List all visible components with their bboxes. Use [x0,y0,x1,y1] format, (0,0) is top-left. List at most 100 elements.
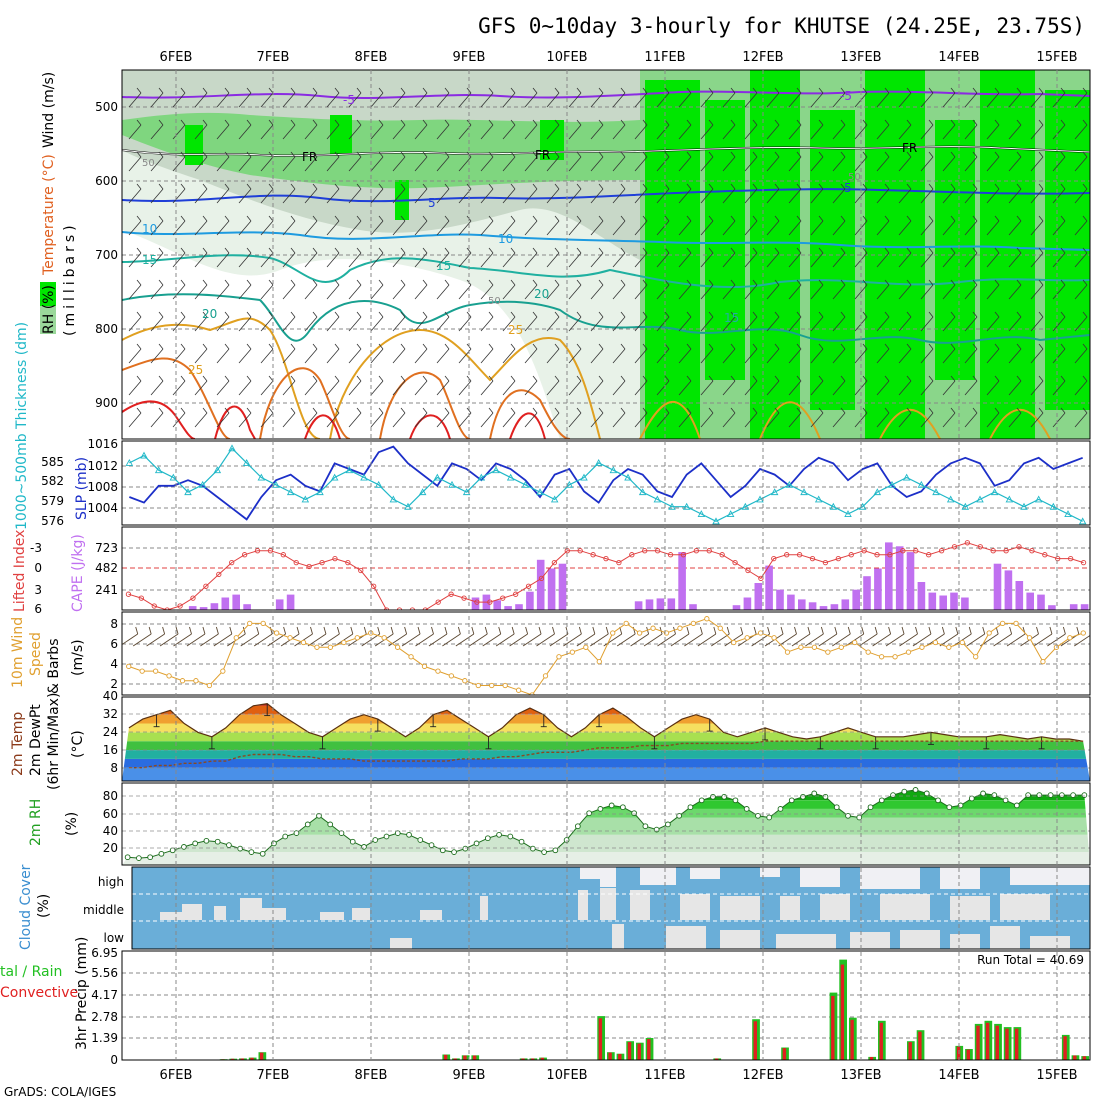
thickness-point [756,495,764,503]
wind-speed-point [1026,635,1033,641]
upper-wind-barb [128,316,142,332]
upper-wind-barb-flag [400,279,406,286]
upper-wind-barb [326,156,340,172]
thickness-point [770,488,779,496]
li-point [538,575,545,582]
temp-grid [122,713,1090,769]
upper-wind-barb-flag [1016,247,1022,254]
thickness-point [785,480,794,488]
cape-bar [830,604,839,610]
thickness-point [198,480,207,488]
li-point [719,552,725,558]
contour-label: 15 [724,311,739,325]
precip-tick: 4.17 [91,988,118,1002]
upper-wind-barb [524,316,538,332]
upper-wind-barb-flag [950,151,956,158]
upper-wind-barb [810,380,824,396]
upper-wind-barb-flag [1060,343,1066,350]
chart-title: GFS 0~10day 3-hourly for KHUTSE (24.25E,… [478,14,1085,38]
upper-wind-barb-flag [862,343,868,350]
rh-point [811,790,818,797]
upper-wind-barb [810,252,824,268]
upper-wind-barb-flag [598,183,604,190]
upper-wind-barb-flag [1082,407,1088,414]
upper-wind-barb [744,156,758,172]
cape-bar [874,568,882,610]
li-point [345,559,351,566]
cape-bar [895,546,904,610]
upper-wind-barb-flag [664,311,670,318]
upper-wind-barb-flag [290,407,296,414]
upper-wind-barb [920,316,934,332]
precip-bar-convective [598,1018,603,1060]
upper-wind-barb [414,124,428,140]
temp-axis-label-1: 2m Temp [10,712,26,776]
wind-barb [1074,634,1090,647]
thickness-point [1049,502,1058,510]
upper-wind-barb-flag [224,311,230,318]
li-point [177,603,183,609]
rh-point [575,823,581,830]
upper-wind-barb [964,380,978,396]
li-tick: 0 [34,561,42,575]
rh-point [451,849,457,855]
upper-wind-barb-flag [202,215,208,222]
cloud-panel: high middle low Cloud Cover (%) [18,864,1091,950]
upper-wind-barb [194,92,208,108]
li-point [138,595,145,601]
thickness-point [726,510,735,517]
upper-wind-barb-flag [510,119,516,126]
upper-wind-barb-flag [1060,375,1066,382]
upper-wind-barb [678,316,692,332]
upper-wind-barb [150,412,164,428]
upper-wind-barb-flag [840,311,846,318]
upper-wind-barb [282,348,296,364]
upper-wind-barb [304,188,318,204]
precip-panel-bg [122,951,1090,1060]
upper-wind-barb-flag [686,407,692,414]
upper-wind-barb [678,156,692,172]
rh-point [361,844,367,850]
upper-wind-barb-flag [378,183,384,190]
precip-bar-convective [966,1049,970,1060]
li-point [874,552,880,558]
upper-wind-barb [282,412,296,428]
upper-wind-barbs [128,87,1088,428]
upper-wind-barb-flag [290,375,296,382]
upper-wind-barb-flag [818,87,824,94]
upper-wind-barb-flag [708,87,714,94]
upper-wind-barb-flag [268,87,274,94]
upper-wind-barb [744,188,758,204]
upper-wind-barb [766,156,780,172]
li-point [203,583,209,589]
upper-wind-barb-flag [642,151,648,158]
li-point [461,595,467,601]
upper-wind-barb-flag [180,151,186,158]
wind-speed-point [394,644,401,650]
upper-wind-barb [612,156,626,172]
upper-wind-barb-flag [972,343,978,350]
upper-wind-barb [194,220,208,236]
upper-wind-barb [260,156,274,172]
thickness-point [638,488,647,496]
upper-wind-barb-flag [224,87,230,94]
upper-wind-barb [568,188,582,204]
thickness-point [477,473,486,481]
upper-wind-barb [942,156,956,172]
upper-wind-barb [964,188,978,204]
upper-wind-barb [634,380,648,396]
rh-point [788,797,795,804]
thickness-point [682,502,691,510]
upper-wind-barb [656,284,670,300]
rh-point [496,831,502,838]
upper-wind-barb-flag [774,151,780,158]
upper-wind-barb-flag [532,215,538,222]
upper-wind-barb-flag [950,311,956,318]
upper-wind-barb [546,92,560,108]
upper-wind-barb [260,92,274,108]
upper-wind-barb [150,188,164,204]
li-point [667,552,674,558]
rh-tick: 40 [103,824,118,838]
upper-wind-barb [920,252,934,268]
bottom-date-label: 8FEB [355,1068,388,1083]
